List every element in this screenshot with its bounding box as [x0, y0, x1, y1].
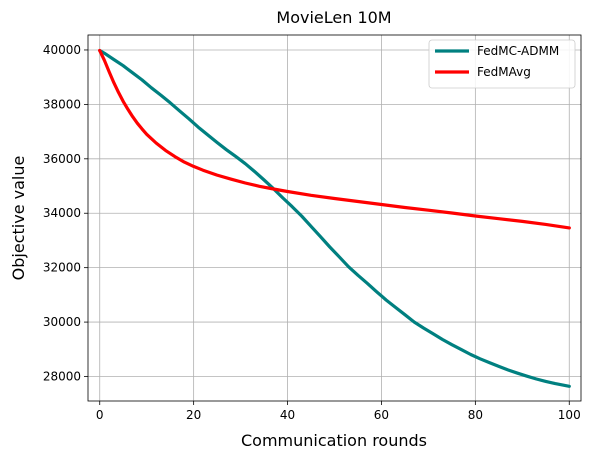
chart-title: MovieLen 10M [276, 8, 391, 27]
series-line-1 [98, 48, 571, 388]
x-axis-ticks: 0 20 40 60 80 100 [96, 401, 581, 422]
series-lines [98, 48, 571, 388]
legend-label-1: FedMC-ADMM [477, 44, 559, 58]
x-tick-label: 60 [374, 408, 389, 422]
y-tick-label: 36000 [43, 152, 81, 166]
y-axis-label: Objective value [9, 156, 28, 281]
x-tick-label: 100 [558, 408, 581, 422]
legend: FedMC-ADMM FedMAvg [428, 39, 576, 89]
x-axis-label: Communication rounds [241, 431, 427, 450]
grid [88, 35, 581, 401]
y-tick-label: 38000 [43, 97, 81, 111]
y-axis-ticks: 28000 30000 32000 34000 36000 38000 40000 [43, 43, 88, 384]
x-tick-label: 80 [468, 408, 483, 422]
y-tick-label: 40000 [43, 43, 81, 57]
plot-frame [87, 34, 582, 402]
x-tick-label: 0 [96, 408, 104, 422]
legend-label-2: FedMAvg [477, 65, 531, 79]
y-tick-label: 32000 [43, 261, 81, 275]
series-line-2 [98, 48, 571, 230]
x-tick-label: 20 [186, 408, 201, 422]
x-tick-label: 40 [280, 408, 295, 422]
y-tick-label: 34000 [43, 206, 81, 220]
y-tick-label: 28000 [43, 370, 81, 384]
y-tick-label: 30000 [43, 315, 81, 329]
